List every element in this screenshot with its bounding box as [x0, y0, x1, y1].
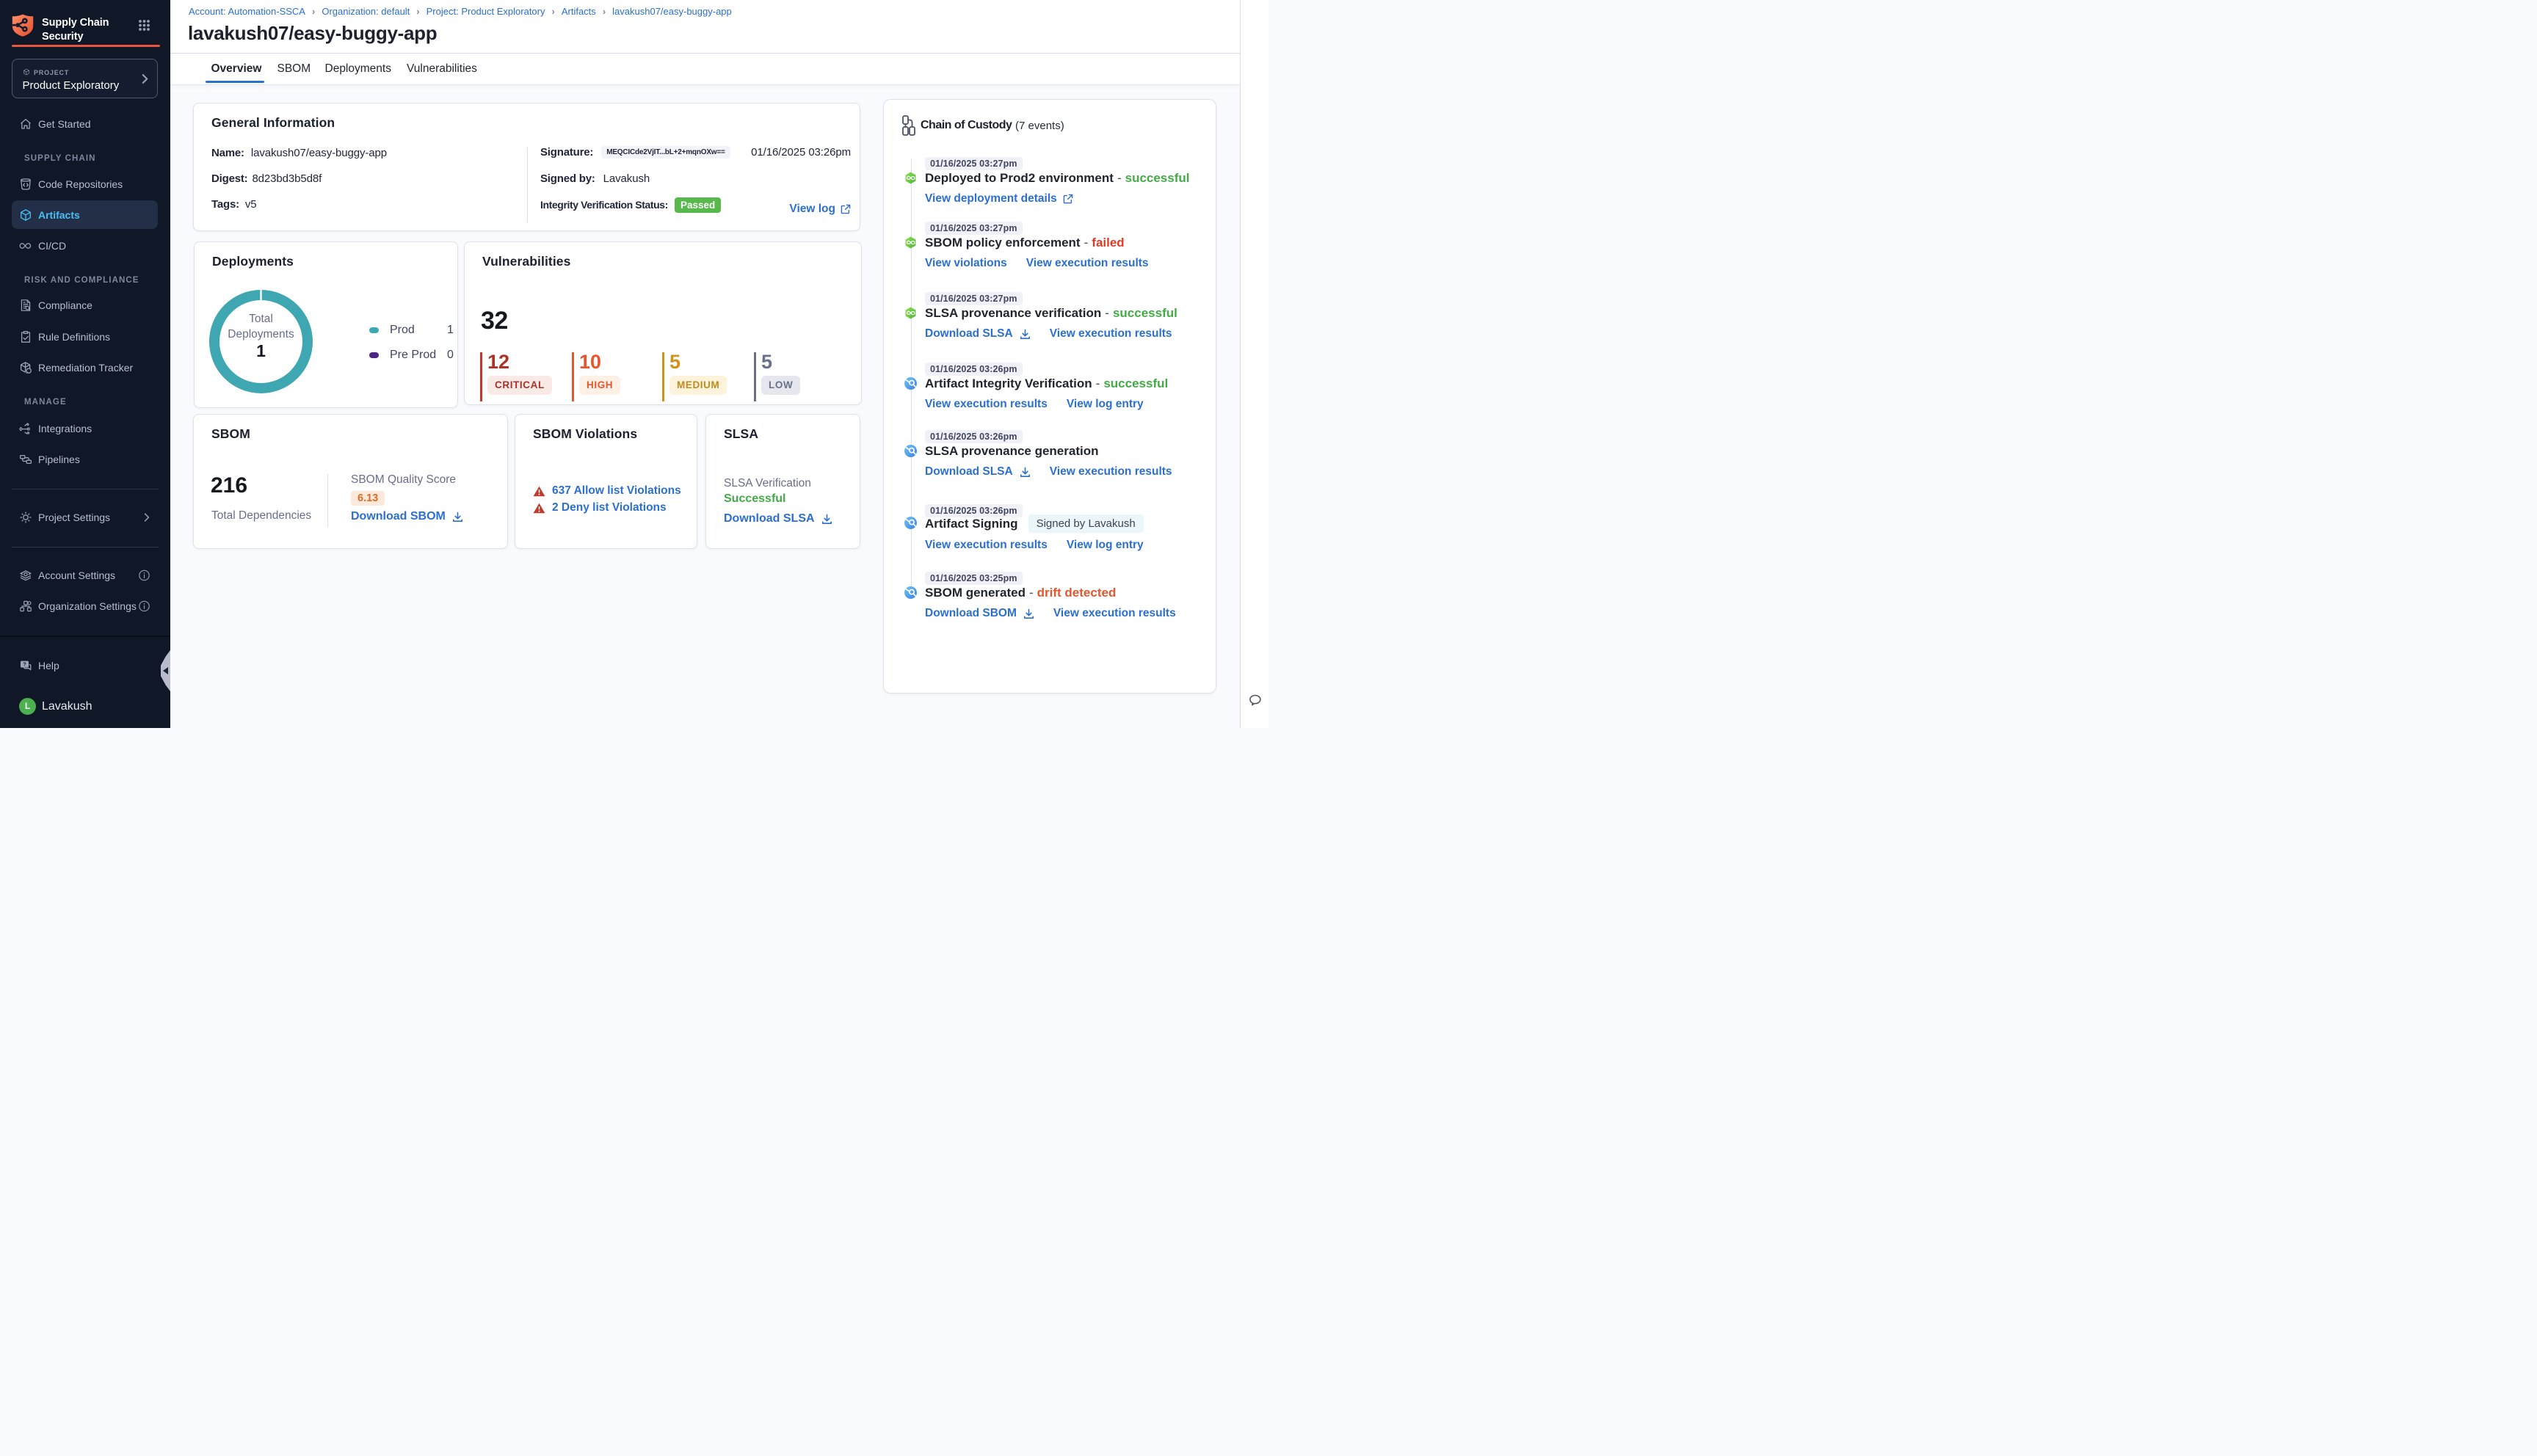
- svg-text:?: ?: [23, 660, 26, 667]
